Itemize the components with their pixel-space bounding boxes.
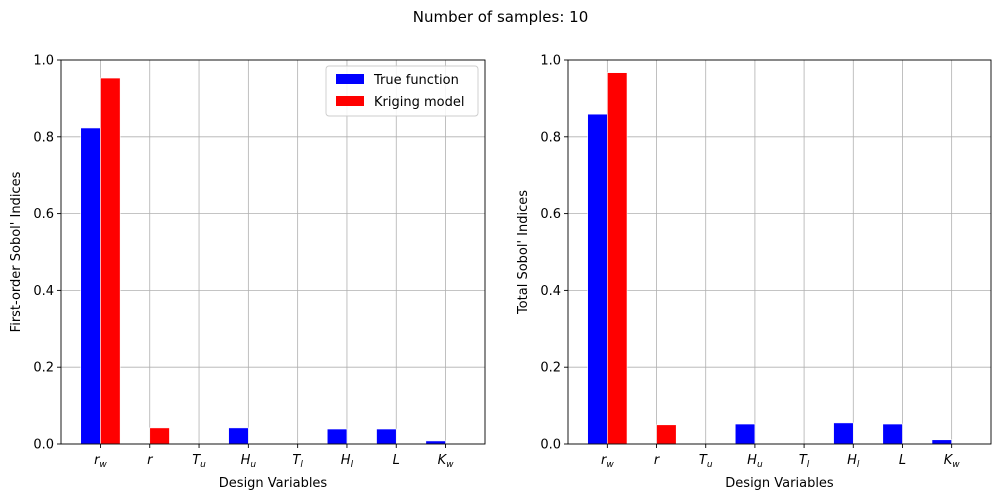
x-tick-label: r — [654, 453, 661, 468]
x-tick-label: Tl — [799, 453, 810, 470]
bar-true-function — [882, 423, 903, 445]
legend-label: True function — [373, 73, 459, 88]
x-axis-label: Design Variables — [725, 476, 834, 491]
bar-kriging-model — [149, 427, 170, 445]
y-axis-label: Total Sobol' Indices — [516, 190, 531, 315]
x-tick-label: L — [899, 453, 906, 468]
x-tick-label: Tl — [292, 453, 303, 470]
y-tick-label: 0.6 — [33, 207, 54, 222]
y-axis-label: First-order Sobol' Indices — [9, 171, 24, 332]
x-tick-label: Kw — [438, 453, 455, 470]
y-tick-label: 0.4 — [33, 284, 54, 299]
y-tick-label: 0.8 — [33, 130, 54, 145]
x-tick-label: Tu — [192, 453, 206, 470]
x-tick-label: Hu — [747, 453, 763, 470]
subplot-2: 0.0 0.2 0.4 0.6 0.8 1.0 rw r Tu Hu Tl Hl L Kw Design V… — [516, 54, 992, 491]
x-tick-label: Hl — [341, 453, 354, 470]
x-tick-label: rw — [94, 453, 107, 470]
legend-swatch — [336, 74, 364, 84]
figure-title: Number of samples: 10 — [412, 8, 589, 26]
bar-true-function — [376, 428, 397, 445]
y-tick-label: 1.0 — [33, 54, 54, 69]
bar-true-function — [587, 113, 608, 445]
y-tick-label: 0.2 — [540, 361, 561, 376]
y-tick-label: 0.0 — [33, 438, 54, 453]
x-tick-label: rw — [601, 453, 614, 470]
bar-true-function — [931, 439, 952, 445]
x-tick-label: Tu — [699, 453, 713, 470]
x-tick-label: Hl — [847, 453, 860, 470]
x-axis-label: Design Variables — [219, 476, 328, 491]
bar-true-function — [833, 422, 854, 445]
x-tick-label: Hu — [241, 453, 257, 470]
x-tick-label: Kw — [944, 453, 961, 470]
y-tick-label: 0.0 — [540, 438, 561, 453]
bar-kriging-model — [656, 424, 677, 445]
legend-label: Kriging model — [374, 95, 464, 110]
bar-kriging-model — [100, 77, 121, 445]
bar-true-function — [228, 427, 249, 445]
bar-true-function — [326, 428, 348, 445]
subplot-1: 0.0 0.2 0.4 0.6 0.8 1.0 rw r Tu Hu Tl Hl L Kw Design V… — [9, 54, 486, 491]
axes-frame — [567, 59, 992, 445]
y-tick-label: 0.4 — [540, 284, 561, 299]
axes-frame — [60, 59, 486, 445]
legend-swatch — [336, 96, 364, 106]
y-tick-label: 0.8 — [540, 130, 561, 145]
bar-true-function — [80, 127, 101, 445]
bar-kriging-model — [607, 72, 628, 445]
y-tick-label: 0.2 — [33, 361, 54, 376]
y-tick-label: 0.6 — [540, 207, 561, 222]
bar-true-function — [734, 423, 756, 445]
x-tick-label: L — [393, 453, 400, 468]
bar-true-function — [425, 440, 446, 445]
y-tick-label: 1.0 — [540, 54, 561, 69]
x-tick-label: r — [147, 453, 154, 468]
